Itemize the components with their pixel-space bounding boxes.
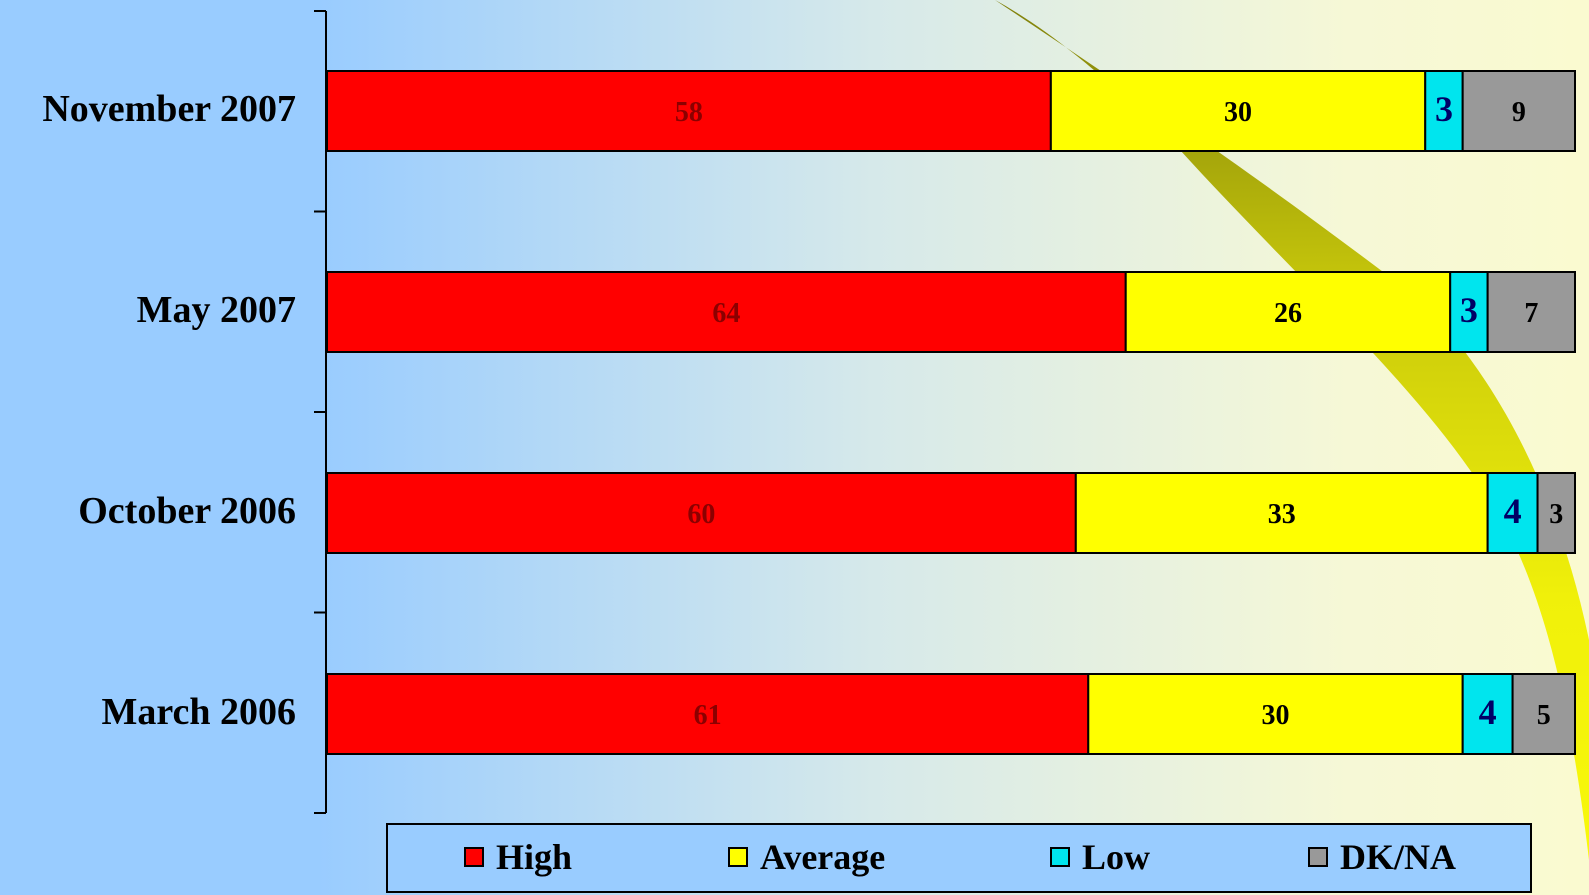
bar-segment-low [1449, 271, 1489, 353]
bar-group: 64 26 3 7 [326, 271, 1577, 353]
legend-item-dkna: DK/NA [1308, 837, 1456, 877]
bar-segment-high [326, 472, 1077, 554]
legend-item-low: Low [1050, 837, 1151, 877]
category-label: March 2006 [101, 691, 296, 733]
category-label: October 2006 [78, 490, 296, 532]
bar-value-label-high: 64 [712, 298, 740, 329]
bar-segment-low [1461, 673, 1514, 755]
bar-value-label-dkna: 5 [1537, 700, 1551, 731]
bar-segment-high [326, 271, 1127, 353]
bar-value-label-low: 3 [1460, 290, 1478, 330]
bar-segment-low [1486, 472, 1539, 554]
bar-value-label-dkna: 3 [1549, 499, 1563, 530]
legend: High Average Low DK/NA [386, 823, 1532, 893]
bar-value-label-average: 30 [1224, 97, 1252, 128]
bar-group: 58 30 3 9 [326, 70, 1577, 152]
bar-value-label-average: 30 [1261, 700, 1289, 731]
legend-swatch-low [1050, 847, 1070, 867]
bar-value-label-low: 4 [1479, 692, 1497, 732]
bar-segment-dkna [1486, 271, 1577, 353]
bar-value-label-high: 60 [687, 499, 715, 530]
bar-segment-high [326, 673, 1090, 755]
legend-label-dkna: DK/NA [1340, 837, 1456, 877]
legend-label-average: Average [760, 837, 886, 877]
bar-value-label-average: 26 [1274, 298, 1302, 329]
bar-segment-average [1074, 472, 1489, 554]
legend-swatch-dkna [1308, 847, 1328, 867]
bar-value-label-average: 33 [1268, 499, 1296, 530]
legend-swatch-high [464, 847, 484, 867]
bar-value-label-dkna: 9 [1512, 97, 1526, 128]
bar-segment-low [1424, 70, 1464, 152]
decorative-arrow-shape [995, 0, 1589, 860]
category-label: November 2007 [42, 88, 296, 130]
bar-segment-dkna [1461, 70, 1577, 152]
legend-label-low: Low [1082, 837, 1151, 877]
bar-value-label-high: 58 [675, 97, 703, 128]
legend-swatch-average [728, 847, 748, 867]
legend-item-high: High [464, 837, 573, 877]
legend-item-average: Average [728, 837, 886, 877]
category-label: May 2007 [136, 289, 296, 331]
bar-value-label-high: 61 [694, 700, 722, 731]
bar-value-label-low: 4 [1504, 491, 1522, 531]
bar-segment-dkna [1536, 472, 1577, 554]
bars-layer: 58 30 3 964 26 3 760 33 4 361 30 4 5 [326, 70, 1577, 755]
legend-label-high: High [496, 837, 573, 877]
bar-value-label-low: 3 [1435, 89, 1453, 129]
bar-segment-average [1087, 673, 1464, 755]
bar-group: 61 30 4 5 [326, 673, 1576, 755]
bar-segment-dkna [1511, 673, 1576, 755]
bar-segment-high [326, 70, 1052, 152]
bar-group: 60 33 4 3 [326, 472, 1577, 554]
bar-value-label-dkna: 7 [1524, 298, 1538, 329]
